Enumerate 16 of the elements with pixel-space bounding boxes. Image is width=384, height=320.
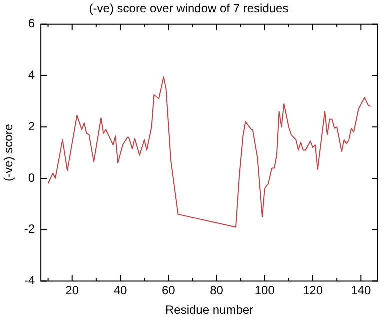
y-tick-label: -4 (24, 274, 36, 288)
y-axis-title: (-ve) score (2, 124, 16, 182)
x-tick-label: 80 (210, 284, 224, 298)
y-tick-label: 0 (28, 170, 36, 185)
y-tick-label: -2 (24, 222, 36, 236)
x-tick-label: 120 (303, 284, 324, 298)
y-tick-label: 6 (28, 16, 36, 31)
x-tick-label: 140 (351, 284, 372, 298)
chart-title: (-ve) score over window of 7 residues (89, 2, 289, 16)
y-tick-label: 2 (28, 119, 36, 134)
x-tick-label: 40 (114, 284, 128, 298)
y-tick-label: 4 (28, 68, 36, 82)
x-axis-title: Residue number (166, 303, 254, 318)
x-tick-label: 60 (162, 284, 176, 298)
x-tick-label: 100 (254, 284, 276, 298)
x-tick-label: 20 (66, 284, 80, 298)
